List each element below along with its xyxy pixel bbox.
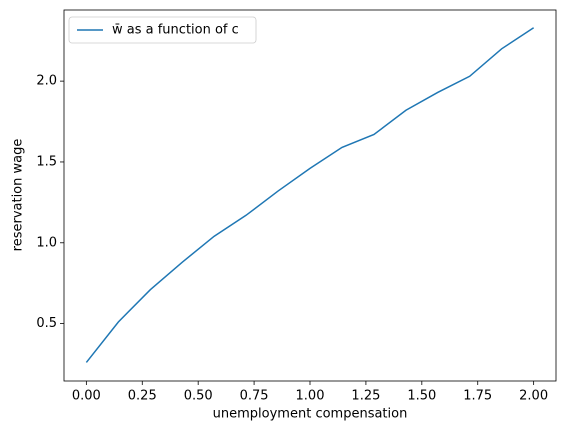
x-tick-label: 1.00 xyxy=(296,389,325,404)
y-tick-label: 2.0 xyxy=(36,74,57,89)
y-tick-label: 1.0 xyxy=(36,235,57,250)
y-tick-label: 0.5 xyxy=(36,316,57,331)
x-tick-label: 1.50 xyxy=(407,389,436,404)
x-tick-label: 1.75 xyxy=(463,389,492,404)
x-tick-label: 2.00 xyxy=(519,389,548,404)
x-tick-label: 0.50 xyxy=(184,389,213,404)
x-tick-label: 1.25 xyxy=(351,389,380,404)
y-tick-label: 1.5 xyxy=(36,154,57,169)
x-tick-label: 0.25 xyxy=(128,389,157,404)
x-tick-label: 0.75 xyxy=(240,389,269,404)
data-line xyxy=(85,27,535,363)
x-tick-label: 0.00 xyxy=(72,389,101,404)
y-axis-label: reservation wage xyxy=(11,139,26,252)
x-axis-label: unemployment compensation xyxy=(213,407,408,422)
legend-label: w̄ as a function of c xyxy=(112,23,239,38)
legend-box xyxy=(68,16,257,44)
